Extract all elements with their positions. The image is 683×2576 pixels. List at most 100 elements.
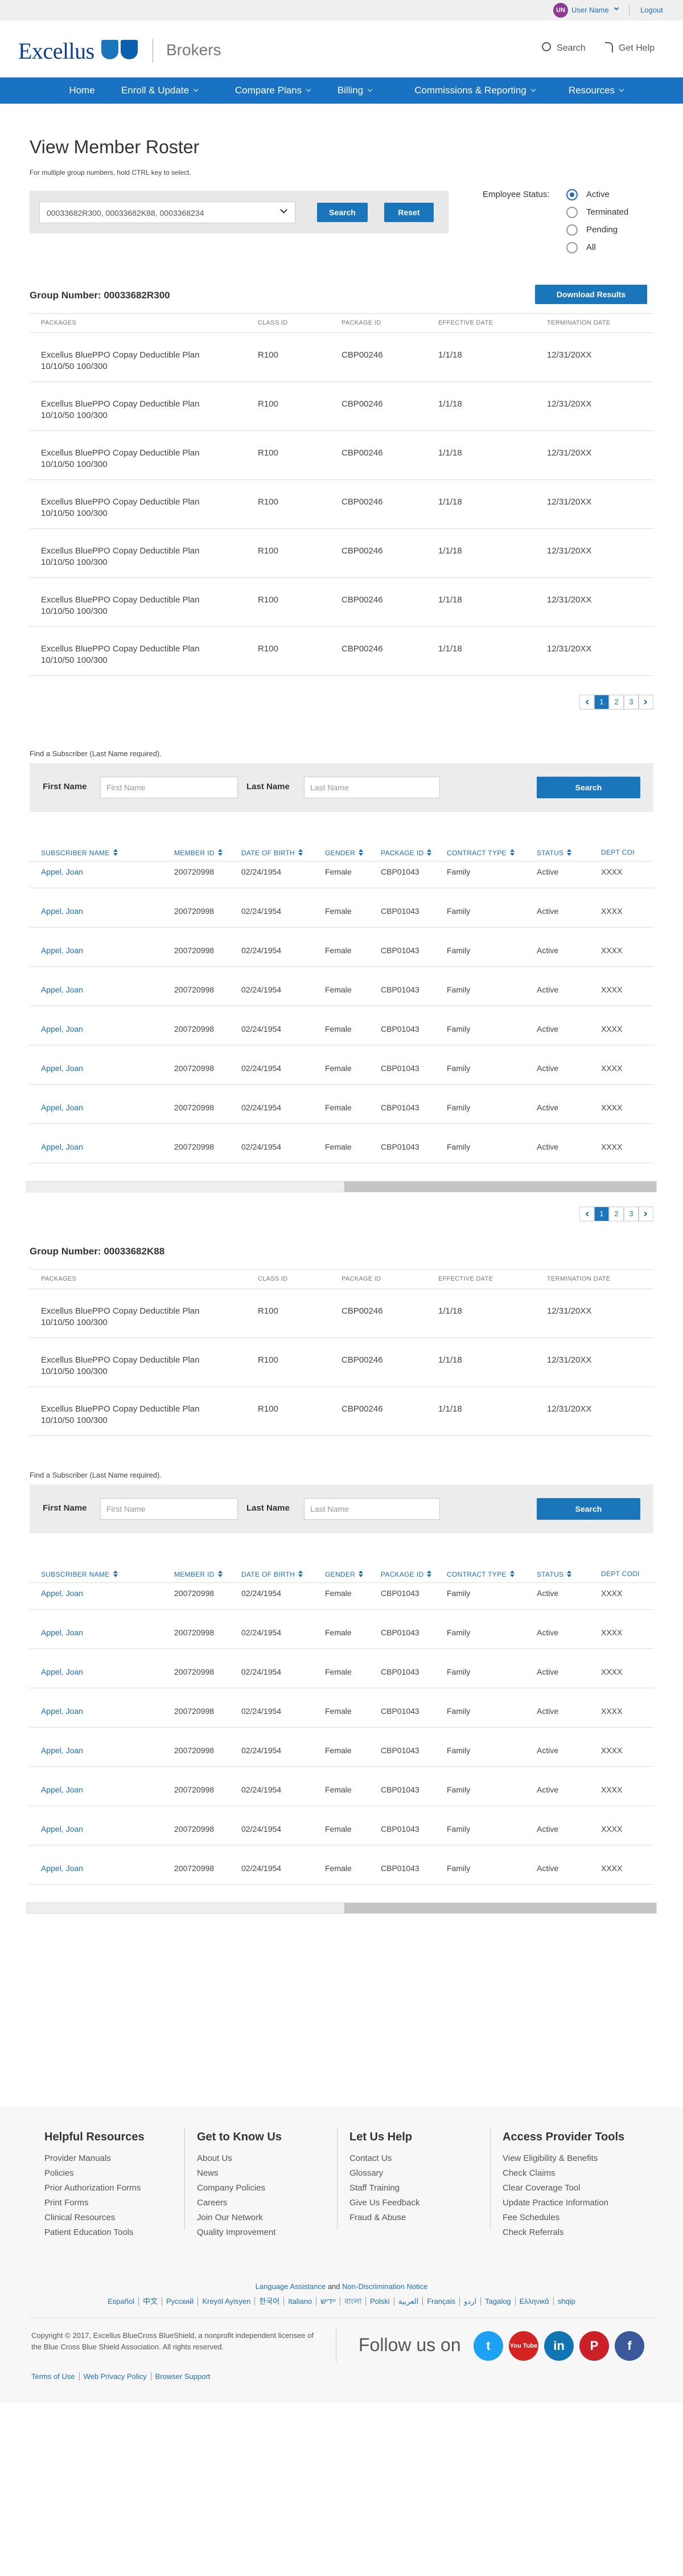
footer-link[interactable]: Contact Us [349, 2153, 392, 2163]
user-avatar[interactable]: UN [553, 3, 568, 18]
subscriber-column-header[interactable]: MEMBER ID [174, 848, 223, 857]
status-option[interactable]: Pending [586, 225, 618, 235]
nav-item[interactable]: Enroll & Update [97, 77, 222, 104]
sort-icon[interactable] [298, 849, 303, 856]
sort-icon[interactable] [509, 1570, 515, 1577]
sort-icon[interactable] [217, 849, 223, 856]
subscriber-cell[interactable]: Appel, Joan [41, 985, 83, 994]
language-option[interactable]: বাংলা [340, 2297, 362, 2306]
pager-page[interactable]: 3 [624, 695, 639, 709]
nav-item[interactable]: Commissions & Reporting [412, 77, 537, 104]
subscriber-cell[interactable]: Appel, Joan [41, 1746, 83, 1755]
social-icon[interactable]: t [474, 2331, 503, 2361]
last-name-input[interactable]: Last Name [304, 1498, 440, 1520]
subscriber-column-header[interactable]: PACKAGE ID [381, 1570, 432, 1578]
language-option[interactable]: Français [422, 2297, 456, 2306]
nondiscrimination-link[interactable]: Non-Discrimination Notice [342, 2282, 428, 2291]
social-icon[interactable]: in [544, 2331, 574, 2361]
sort-icon[interactable] [298, 1570, 303, 1577]
language-option[interactable]: العربية [393, 2297, 419, 2306]
footer-link[interactable]: Fraud & Abuse [349, 2213, 406, 2222]
language-option[interactable]: 中文 [138, 2297, 158, 2306]
footer-link[interactable]: Check Referrals [503, 2228, 564, 2237]
pager-arrow[interactable] [579, 695, 594, 709]
subscriber-cell[interactable]: Appel, Joan [41, 1103, 83, 1112]
footer-link[interactable]: View Eligibility & Benefits [503, 2153, 598, 2163]
language-option[interactable]: اردو [459, 2297, 477, 2306]
status-radio[interactable] [566, 207, 578, 218]
subscriber-column-header[interactable]: CONTRACT TYPE [447, 848, 515, 857]
footer-link[interactable]: Policies [44, 2168, 74, 2178]
subscriber-column-header[interactable]: MEMBER ID [174, 1570, 223, 1578]
legal-link[interactable]: Web Privacy Policy [79, 2372, 147, 2381]
sort-icon[interactable] [359, 1570, 364, 1577]
nav-item[interactable]: Compare Plans [210, 77, 335, 104]
subscriber-cell[interactable]: Appel, Joan [41, 1707, 83, 1716]
subscriber-cell[interactable]: Appel, Joan [41, 1667, 83, 1676]
subscriber-cell[interactable]: Appel, Joan [41, 1628, 83, 1637]
footer-link[interactable]: Careers [197, 2198, 228, 2208]
footer-link[interactable]: Check Claims [503, 2168, 556, 2178]
subscriber-cell[interactable]: Appel, Joan [41, 1864, 83, 1873]
sort-icon[interactable] [359, 849, 364, 856]
subscriber-cell[interactable]: Appel, Joan [41, 1064, 83, 1073]
sort-icon[interactable] [567, 1570, 572, 1577]
status-radio[interactable] [566, 189, 578, 200]
sort-icon[interactable] [217, 1570, 223, 1577]
nav-item[interactable]: Resources [533, 77, 659, 104]
first-name-input[interactable]: First Name [100, 777, 238, 798]
subscriber-column-header[interactable]: DATE OF BIRTH [241, 1570, 303, 1578]
subscriber-column-header[interactable]: GENDER [325, 1570, 364, 1578]
status-radio[interactable] [566, 224, 578, 236]
footer-link[interactable]: Staff Training [349, 2183, 400, 2193]
sort-icon[interactable] [113, 849, 118, 856]
pager-arrow[interactable] [579, 1207, 594, 1221]
pager-arrow[interactable] [639, 1207, 653, 1221]
subscriber-column-header[interactable]: CONTRACT TYPE [447, 1570, 515, 1578]
logout-link[interactable]: Logout [640, 6, 663, 14]
language-option[interactable]: Ελληνικά [515, 2297, 549, 2306]
pager-page[interactable]: 2 [609, 1207, 624, 1221]
sort-icon[interactable] [113, 1570, 118, 1577]
first-name-input[interactable]: First Name [100, 1498, 238, 1520]
subscriber-cell[interactable]: Appel, Joan [41, 867, 83, 876]
language-option[interactable]: ייִדיש [316, 2297, 336, 2306]
footer-link[interactable]: Provider Manuals [44, 2153, 111, 2163]
language-link[interactable]: Language Assistance [255, 2282, 326, 2291]
subscriber-cell[interactable]: Appel, Joan [41, 1785, 83, 1794]
pager-page[interactable]: 1 [594, 695, 609, 709]
sort-icon[interactable] [567, 849, 572, 856]
social-icon[interactable]: You Tube [509, 2331, 538, 2361]
subscriber-column-header[interactable]: STATUS [537, 848, 572, 857]
language-option[interactable]: Tagalog [480, 2297, 511, 2306]
legal-link[interactable]: Terms of Use [31, 2372, 75, 2381]
status-option[interactable]: Terminated [586, 207, 629, 217]
subscriber-column-header[interactable]: DEPT COI [601, 848, 635, 856]
sort-icon[interactable] [427, 1570, 432, 1577]
user-name[interactable]: User Name [571, 6, 609, 14]
footer-link[interactable]: Update Practice Information [503, 2198, 608, 2208]
subscriber-cell[interactable]: Appel, Joan [41, 906, 83, 916]
language-option[interactable]: 한국어 [254, 2297, 280, 2306]
legal-link[interactable]: Browser Support [150, 2372, 211, 2381]
search-link[interactable]: Search [557, 43, 586, 53]
filter-reset-button[interactable]: Reset [384, 203, 434, 222]
pager-arrow[interactable] [639, 695, 653, 709]
group-select[interactable]: 00033682R300, 00033682K88, 0003368234 [39, 202, 295, 223]
subscriber-cell[interactable]: Appel, Joan [41, 1589, 83, 1598]
language-option[interactable]: Italiano [283, 2297, 312, 2306]
subscriber-column-header[interactable]: SUBSCRIBER NAME [41, 1570, 118, 1578]
footer-link[interactable]: Glossary [349, 2168, 384, 2178]
subscriber-column-header[interactable]: STATUS [537, 1570, 572, 1578]
subscriber-cell[interactable]: Appel, Joan [41, 1024, 83, 1033]
social-icon[interactable]: P [579, 2331, 609, 2361]
language-option[interactable]: Kreyòl Ayisyen [198, 2297, 251, 2306]
filter-search-button[interactable]: Search [317, 203, 368, 222]
footer-link[interactable]: Fee Schedules [503, 2213, 560, 2222]
last-name-input[interactable]: Last Name [304, 777, 440, 798]
footer-link[interactable]: Clinical Resources [44, 2213, 116, 2222]
footer-link[interactable]: Print Forms [44, 2198, 89, 2208]
footer-link[interactable]: Patient Education Tools [44, 2228, 134, 2237]
status-option[interactable]: Active [586, 190, 610, 199]
language-option[interactable]: shqip [553, 2297, 575, 2306]
